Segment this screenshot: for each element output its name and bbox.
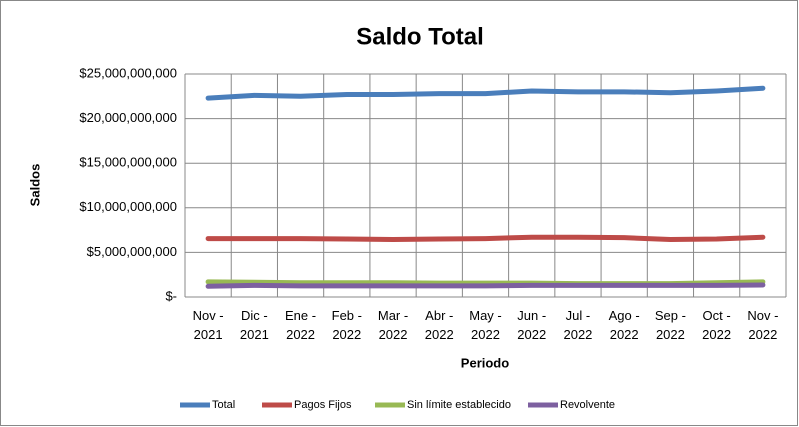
x-tick-label: Oct - 2022	[702, 308, 732, 342]
y-tick-label: $25,000,000,000	[79, 65, 177, 80]
chart-title: Saldo Total	[356, 23, 484, 50]
x-tick-label: May - 2022	[469, 308, 502, 342]
legend-label: Pagos Fijos	[294, 399, 352, 411]
x-tick-label: Ago - 2022	[608, 308, 640, 342]
x-tick-label: Feb - 2022	[331, 308, 362, 342]
x-tick-label: Nov - 2022	[747, 308, 779, 342]
y-tick-label: $15,000,000,000	[79, 155, 177, 170]
y-tick-label: $5,000,000,000	[87, 244, 177, 259]
x-tick-label: Jun - 2022	[517, 308, 547, 342]
x-tick-label: Nov - 2021	[192, 308, 224, 342]
x-tick-label: Abr - 2022	[424, 308, 454, 342]
y-tick-label: $20,000,000,000	[79, 110, 177, 125]
x-tick-label: Ene - 2022	[285, 308, 317, 342]
legend-label: Revolvente	[560, 399, 615, 411]
x-axis-title: Periodo	[461, 355, 509, 370]
series-line	[205, 282, 766, 289]
y-tick-label: $-	[165, 288, 177, 303]
series-line	[205, 85, 766, 101]
x-tick-label: Sep - 2022	[654, 308, 686, 342]
x-tick-label: Dic - 2021	[239, 308, 269, 342]
legend-label: Total	[212, 399, 235, 411]
legend-label: Sin límite establecido	[407, 399, 511, 411]
y-tick-label: $10,000,000,000	[79, 199, 177, 214]
x-tick-label: Jul - 2022	[563, 308, 593, 342]
y-axis-title: Saldos	[27, 164, 42, 207]
series-line	[205, 234, 766, 242]
x-tick-label: Mar - 2022	[377, 308, 409, 342]
